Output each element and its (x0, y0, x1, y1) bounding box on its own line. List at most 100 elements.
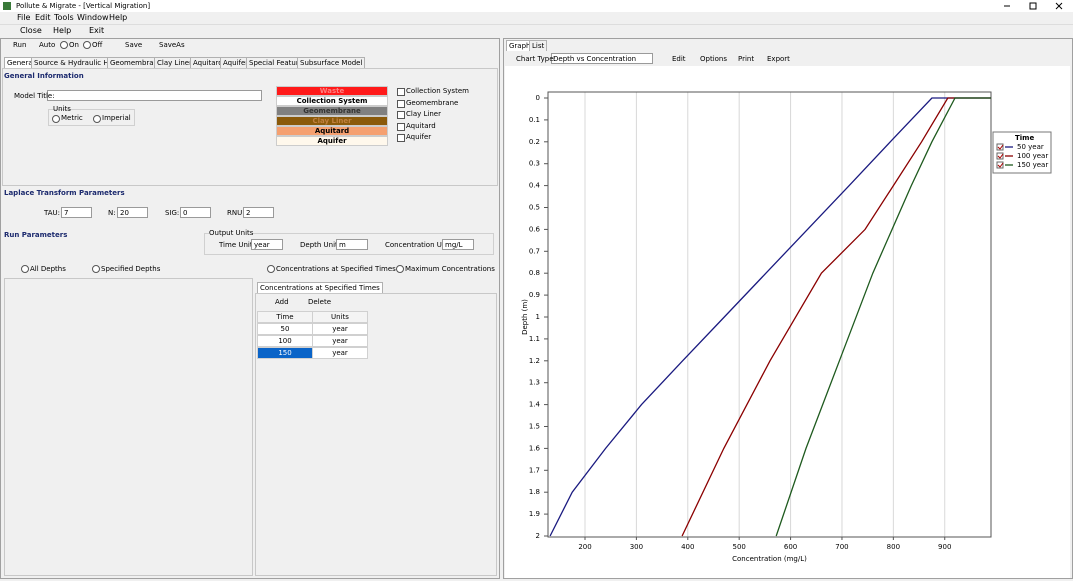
run-bar-text[interactable]: Save (125, 41, 143, 49)
radio[interactable] (396, 265, 404, 273)
legend-label: 100 year (1017, 152, 1048, 160)
checkbox[interactable] (397, 134, 405, 142)
series-line (681, 97, 991, 537)
radio[interactable] (21, 265, 29, 273)
chart-type-select[interactable] (551, 53, 653, 64)
graph-panel-text[interactable]: List (529, 40, 548, 51)
x-tick-label: 600 (784, 543, 797, 551)
menu-text[interactable]: Window (77, 13, 109, 22)
y-tick-label: 1.3 (529, 379, 540, 387)
legend-title: Time (1015, 134, 1034, 142)
y-tick-label: 0.8 (529, 269, 540, 277)
times-panel (255, 293, 497, 576)
table-text: 100 (257, 335, 313, 347)
general-panel (2, 68, 498, 186)
table-text: year (312, 347, 368, 359)
y-tick-label: 0.1 (529, 116, 540, 124)
general-text: Aquitard (276, 126, 388, 136)
graph-panel-text[interactable]: Options (700, 55, 728, 63)
run-text: Run Parameters (4, 231, 68, 239)
graph-panel-text[interactable]: Print (738, 55, 755, 63)
checkbox[interactable] (397, 88, 405, 96)
y-tick-label: 0.3 (529, 160, 540, 168)
radio[interactable] (92, 265, 100, 273)
checkbox[interactable] (397, 122, 405, 131)
chart-background (505, 66, 1070, 578)
menu-text[interactable]: Tools (54, 13, 74, 22)
table-text: year (312, 323, 368, 335)
general-text: Collection System (276, 96, 388, 106)
general-text[interactable]: Aquifer (406, 133, 432, 141)
series-line (549, 97, 991, 537)
menu-text[interactable]: Edit (35, 13, 51, 22)
legend-check-mark (997, 153, 1004, 159)
radio[interactable] (93, 115, 101, 123)
run-text[interactable]: Specified Depths (101, 265, 161, 273)
graph-panel-text: Depth vs Concentration (553, 55, 637, 63)
general-text[interactable]: Imperial (102, 114, 131, 122)
y-tick-label: 1.1 (529, 335, 540, 343)
run-text: m (336, 239, 368, 250)
y-tick-label: 1.2 (529, 357, 540, 365)
general-text[interactable]: Metric (61, 114, 83, 122)
x-tick-label: 300 (630, 543, 643, 551)
radio[interactable] (267, 265, 275, 273)
checkbox[interactable] (397, 99, 405, 108)
app-icon (3, 2, 11, 10)
x-tick-label: 500 (732, 543, 745, 551)
laplace-text: Laplace Transform Parameters (4, 189, 125, 197)
general-text[interactable]: Clay Liner (406, 110, 441, 118)
model-title-input[interactable] (47, 90, 262, 101)
run-bar-text[interactable]: Run (13, 41, 27, 49)
toolbar-text[interactable]: Exit (89, 26, 105, 35)
graph-panel-text[interactable]: Export (767, 55, 790, 63)
laplace-text: 0 (180, 207, 211, 218)
plot-frame (547, 91, 992, 538)
run-text[interactable]: Maximum Concentrations (405, 265, 495, 273)
y-tick-label: 0.5 (529, 204, 540, 212)
general-text[interactable]: Collection System (406, 87, 469, 95)
menu-text[interactable]: Help (109, 13, 128, 22)
laplace-text: SIG: (165, 209, 180, 217)
legend-label: 150 year (1017, 161, 1048, 169)
run-text[interactable]: Concentrations at Specified Times (276, 265, 396, 273)
run-text[interactable]: Delete (308, 298, 331, 306)
run-bar-text[interactable]: Off (92, 41, 103, 49)
radio[interactable] (52, 115, 60, 123)
y-tick-label: 1.5 (529, 423, 540, 431)
tabs-text[interactable]: Subsurface Model (297, 57, 366, 68)
y-tick-label: 0 (536, 94, 540, 102)
checkbox[interactable] (397, 111, 405, 119)
run-text: year (251, 239, 283, 250)
series-line (775, 97, 991, 537)
toolbar-text[interactable]: Help (53, 26, 72, 35)
run-bar-text[interactable]: Auto (39, 41, 56, 49)
radio[interactable] (83, 41, 91, 49)
menu-text[interactable]: File (17, 13, 31, 22)
run-bar-text[interactable]: On (69, 41, 79, 49)
graph-panel-text[interactable]: Edit (672, 55, 686, 63)
chart: 200 300 400 500 600 700 800 900 0 0.1 0.2 0.3 0.4 0.5… (521, 91, 1052, 563)
radio[interactable] (60, 41, 68, 49)
run-bar-text[interactable]: SaveAs (159, 41, 185, 49)
x-tick-label: 900 (938, 543, 951, 551)
run-text[interactable]: All Depths (30, 265, 66, 273)
run-text[interactable]: Add (275, 298, 289, 306)
x-tick-label: 200 (578, 543, 591, 551)
general-text[interactable]: Aquitard (406, 121, 436, 130)
table-text: Units (312, 311, 368, 323)
graph-panel-text: Chart Type: (516, 55, 556, 63)
y-tick-label: 1.6 (529, 444, 541, 452)
y-tick-label: 1 (536, 313, 540, 321)
window-text: Pollute & Migrate - [Vertical Migration] (16, 2, 151, 10)
legend-check (996, 152, 1004, 160)
units-group (48, 109, 135, 126)
run-text[interactable]: Concentrations at Specified Times (257, 282, 383, 293)
toolbar-text[interactable]: Close (20, 26, 42, 35)
general-text: Geomembrane (276, 106, 388, 116)
legend-check (996, 143, 1004, 151)
general-text[interactable]: Geomembrane (406, 98, 459, 107)
window-controls[interactable] (1000, 0, 1073, 12)
y-tick-label: 2 (536, 532, 540, 540)
